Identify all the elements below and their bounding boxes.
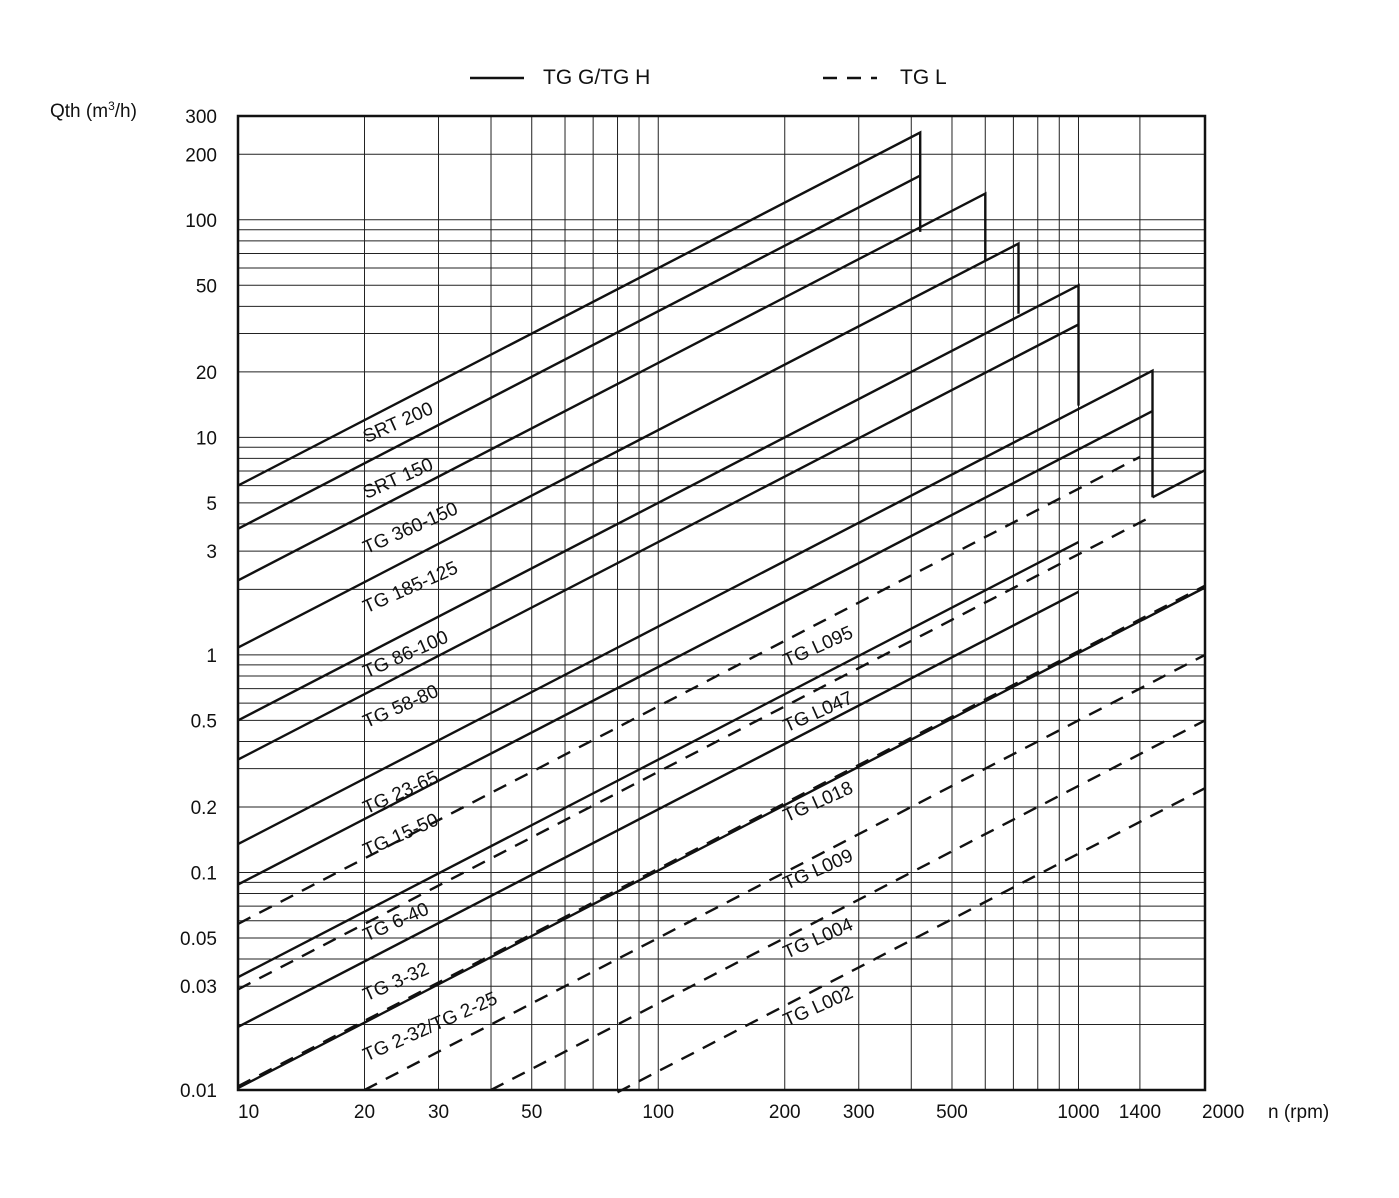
series-line-tg-23-65-tail xyxy=(1151,469,1206,499)
plot-frame xyxy=(236,114,1207,1092)
x-tick-label: 300 xyxy=(843,1102,875,1123)
y-tick-label: 3 xyxy=(206,542,217,563)
x-tick-label: 200 xyxy=(769,1102,801,1123)
legend: TG G/TG H TG L xyxy=(470,66,947,89)
y-tick-label: 20 xyxy=(196,363,217,384)
series-label-tg-185-125: TG 185-125 xyxy=(360,558,461,618)
y-tick-label: 100 xyxy=(185,211,217,232)
legend-label-tg-l: TG L xyxy=(900,66,947,89)
x-tick-label: 100 xyxy=(642,1102,674,1123)
series-line-tg-l095 xyxy=(237,455,1141,925)
y-tick-label: 0.5 xyxy=(191,711,217,732)
series-line-srt-150 xyxy=(237,174,921,530)
y-tick-label: 5 xyxy=(206,494,217,515)
x-tick-label: 500 xyxy=(936,1102,968,1123)
series-line-tg-l047 xyxy=(237,514,1154,991)
y-axis-ticks: 300 200 100 50 20 10 5 3 1 0.5 0.2 0.1 0.05 0.03 0.01 xyxy=(180,107,217,1102)
y-tick-label: 0.05 xyxy=(180,929,217,950)
x-axis-label: n (rpm) xyxy=(1268,1102,1329,1123)
series-lines xyxy=(237,130,1206,1094)
y-tick-label: 1 xyxy=(206,646,217,667)
y-tick-label: 0.03 xyxy=(180,977,217,998)
series-line-tg-23-65 xyxy=(237,368,1154,846)
x-tick-label: 30 xyxy=(428,1102,449,1123)
series-line-tg-l004 xyxy=(490,719,1206,1092)
x-tick-label: 1000 xyxy=(1057,1102,1099,1123)
series-line-tg-360-150 xyxy=(237,191,987,582)
y-tick-label: 300 xyxy=(185,107,217,128)
y-tick-label: 0.2 xyxy=(191,798,217,819)
series-line-srt-200 xyxy=(237,130,922,487)
series-line-tg-15-50 xyxy=(237,410,1154,886)
x-tick-label: 50 xyxy=(521,1102,542,1123)
y-axis-label: Qth (m3/h) xyxy=(50,99,137,122)
y-tick-label: 200 xyxy=(185,145,217,166)
series-line-tg-l018 xyxy=(237,584,1206,1088)
x-tick-label: 1400 xyxy=(1119,1102,1161,1123)
series-line-tg-185-125 xyxy=(237,241,1020,649)
x-tick-label: 20 xyxy=(354,1102,375,1123)
grid-lines xyxy=(238,116,1205,1090)
legend-label-tg-g-tg-h: TG G/TG H xyxy=(543,66,650,89)
x-axis-ticks: 10 20 30 50 100 200 300 500 1000 1400 2000 xyxy=(238,1102,1244,1123)
series-label-tg-l009: TG L009 xyxy=(780,845,856,894)
y-tick-label: 50 xyxy=(196,276,217,297)
series-line-tg-6-40 xyxy=(237,541,1080,979)
series-label-tg-3-32: TG 3-32 xyxy=(360,959,432,1007)
series-line-tg-86-100 xyxy=(237,283,1080,722)
x-tick-label: 2000 xyxy=(1202,1102,1244,1123)
y-tick-label: 10 xyxy=(196,428,217,449)
series-line-tg-2-32-tg-2-25 xyxy=(237,586,1206,1090)
series-label-srt-200: SRT 200 xyxy=(360,398,436,447)
series-label-tg-360-150: TG 360-150 xyxy=(360,498,461,558)
y-tick-label: 0.01 xyxy=(180,1081,217,1102)
series-line-tg-58-80 xyxy=(237,323,1080,761)
series-line-tg-3-32 xyxy=(237,590,1080,1028)
x-tick-label: 10 xyxy=(238,1102,259,1123)
y-tick-label: 0.1 xyxy=(191,863,217,884)
series-line-tg-l009 xyxy=(363,653,1206,1092)
series-label-tg-15-50: TG 15-50 xyxy=(360,810,442,862)
